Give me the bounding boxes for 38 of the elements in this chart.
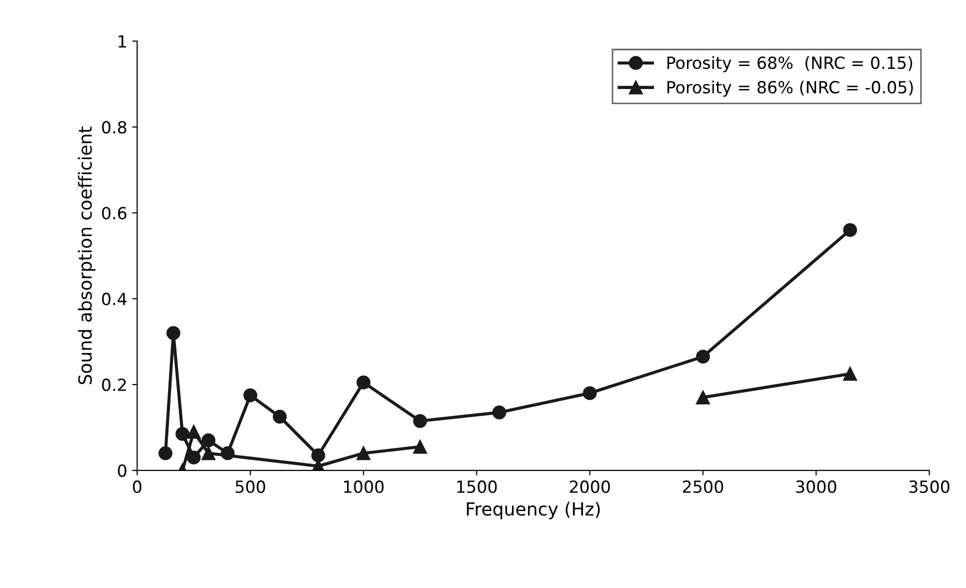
y-tick-label: 0.6 <box>102 206 126 220</box>
x-tick-label: 0 <box>132 480 142 494</box>
legend-label: Porosity = 86% (NRC = -0.05) <box>667 80 913 97</box>
point <box>356 446 370 460</box>
point <box>166 326 180 340</box>
point <box>582 386 597 400</box>
x-tick-label: 2500 <box>682 480 724 494</box>
x-tick-label: 3000 <box>796 480 836 494</box>
y-tick-label: 0.8 <box>102 120 126 134</box>
y-tick-label: 0 <box>118 464 126 477</box>
y-axis-title: Sound absorption coefficient <box>78 126 96 384</box>
point <box>311 448 326 462</box>
point <box>202 433 216 448</box>
point <box>186 450 201 464</box>
x-axis-title: Frequency (Hz) <box>466 502 600 520</box>
y-tick-label: 0.2 <box>102 378 126 392</box>
x-tick-label: 3500 <box>909 480 950 494</box>
point <box>413 414 428 428</box>
point <box>696 390 710 404</box>
x-tick-label: 1000 <box>344 480 384 494</box>
point <box>202 446 216 460</box>
point <box>492 406 506 420</box>
point <box>413 440 428 454</box>
x-tick-label: 500 <box>236 480 266 494</box>
point <box>843 366 858 381</box>
y-tick-label: 1 <box>118 35 126 48</box>
legend-label: Porosity = 68% (NRC = 0.15) <box>667 56 912 72</box>
point <box>243 388 258 402</box>
point <box>158 446 172 460</box>
point <box>272 410 287 424</box>
point <box>186 424 201 439</box>
x-tick-label: 1500 <box>457 480 497 494</box>
y-tick-label: 0.4 <box>102 292 127 306</box>
point <box>843 223 858 237</box>
point <box>175 426 190 441</box>
point <box>696 350 710 364</box>
x-tick-label: 2000 <box>570 480 610 494</box>
point <box>356 375 370 390</box>
